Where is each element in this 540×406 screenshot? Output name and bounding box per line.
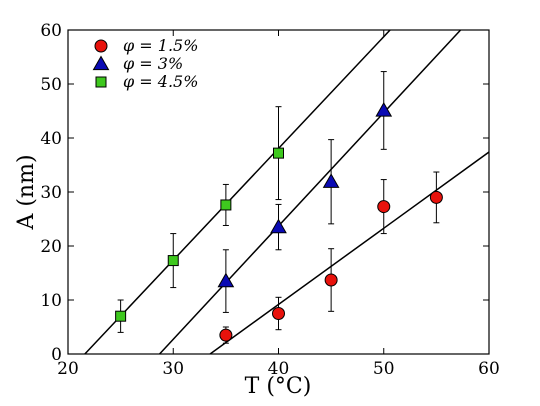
data-point	[115, 310, 127, 322]
data-point	[322, 173, 340, 188]
data-point	[324, 273, 338, 287]
legend-marker	[95, 76, 107, 88]
data-markers	[115, 101, 443, 342]
y-axis-title: A (nm)	[14, 154, 39, 230]
data-point	[219, 328, 233, 342]
x-tick-label: 60	[478, 359, 500, 379]
fit-line	[84, 30, 391, 354]
fit-line	[159, 30, 462, 354]
y-tick-label: 20	[40, 237, 62, 257]
data-point	[270, 218, 287, 234]
x-tick-label: 50	[373, 359, 395, 379]
axis-ticks: 20 30 40 50 60 0 10 20 30 40 50 60	[40, 21, 499, 379]
y-tick-label: 0	[51, 345, 62, 365]
data-point	[220, 199, 232, 211]
data-point	[375, 101, 393, 117]
data-point	[217, 272, 235, 288]
legend-label: φ = 1.5%	[123, 36, 198, 55]
legend-marker	[94, 39, 108, 53]
fit-line	[209, 151, 489, 354]
y-tick-label: 50	[40, 75, 62, 95]
x-tick-label: 20	[57, 359, 79, 379]
fit-lines	[84, 30, 489, 354]
data-point	[429, 190, 443, 204]
legend-label: φ = 3%	[123, 54, 183, 73]
y-tick-label: 60	[40, 21, 62, 41]
legend: φ = 1.5%φ = 3%φ = 4.5%	[92, 36, 198, 91]
x-axis-title: T (°C)	[245, 374, 312, 399]
x-tick-label: 30	[162, 359, 184, 379]
legend-label: φ = 4.5%	[123, 72, 198, 91]
data-point	[377, 200, 391, 214]
y-tick-label: 40	[40, 129, 62, 149]
data-point	[273, 147, 284, 159]
y-tick-label: 10	[40, 291, 62, 311]
data-point	[272, 307, 285, 320]
error-bars	[117, 71, 440, 344]
legend-marker	[92, 55, 110, 71]
data-point	[167, 255, 179, 267]
x-tick-label: 40	[268, 359, 290, 379]
y-tick-label: 30	[40, 183, 62, 203]
